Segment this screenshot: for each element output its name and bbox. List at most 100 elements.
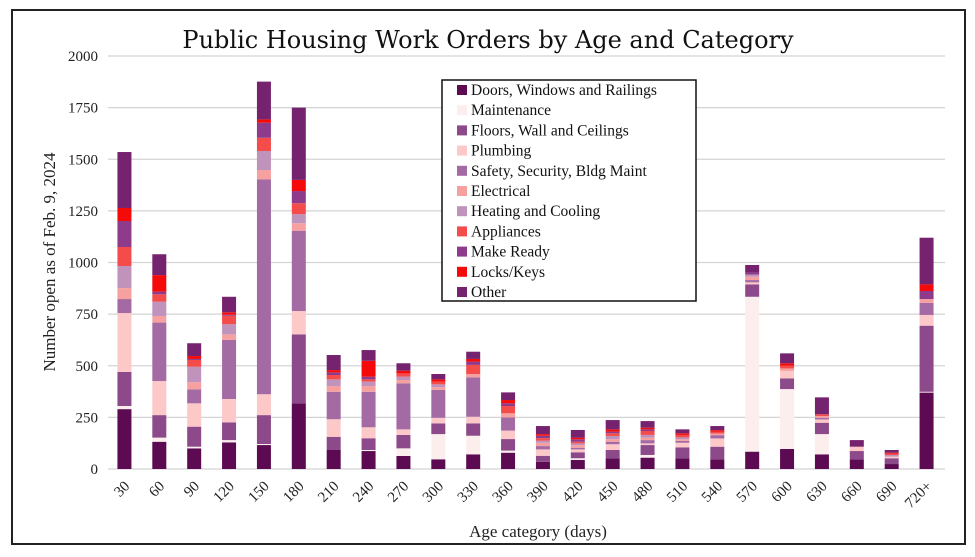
bar-segment	[675, 439, 690, 441]
bar-segment	[396, 383, 411, 430]
bar-segment	[222, 440, 237, 443]
bar-segment	[745, 451, 760, 469]
y-tick-label: 0	[91, 462, 99, 478]
bar-segment	[466, 423, 481, 436]
legend-swatch	[457, 145, 467, 156]
y-tick-label: 750	[76, 307, 99, 323]
legend-swatch	[457, 165, 467, 176]
bar-segment	[466, 435, 481, 455]
legend: Doors, Windows and Railings Maintenance Fl…	[441, 79, 697, 302]
bar-stack-570	[745, 264, 760, 469]
x-tick-label: 630	[804, 479, 831, 506]
bar-segment	[780, 353, 795, 364]
legend-box	[441, 79, 697, 302]
bar-segment	[849, 440, 864, 447]
bar-segment	[535, 455, 550, 462]
bar-segment	[710, 435, 725, 439]
bar-segment	[326, 436, 341, 451]
bar-segment	[117, 288, 132, 300]
bar-segment	[570, 429, 585, 438]
bar-segment	[919, 392, 934, 469]
bar-segment	[256, 169, 271, 180]
bar-segment	[222, 339, 237, 399]
bar-segment	[570, 447, 585, 450]
legend-swatch	[457, 85, 467, 95]
bar-segment	[501, 450, 516, 453]
bar-segment	[884, 450, 899, 453]
x-tick-label: 450	[594, 479, 621, 506]
bar-segment	[187, 403, 202, 427]
x-tick-label: 570	[734, 479, 761, 506]
bar-segment	[117, 220, 132, 248]
bar-segment	[675, 434, 690, 438]
bar-segment	[187, 366, 202, 383]
bar-segment	[187, 448, 202, 469]
bar-segment	[570, 449, 585, 453]
bar-segment	[326, 370, 341, 373]
bar-segment	[675, 433, 690, 435]
legend-label: Other	[471, 284, 507, 301]
bar-segment	[361, 381, 376, 386]
bar-segment	[117, 266, 132, 289]
bar-segment	[745, 272, 760, 275]
bar-segment	[535, 442, 550, 447]
bar-segment	[780, 370, 795, 379]
x-tick-label: 210	[315, 479, 342, 506]
bar-segment	[256, 122, 271, 138]
bar-stack-660	[849, 440, 864, 469]
bar-segment	[117, 313, 132, 372]
bar-segment	[884, 453, 899, 455]
legend-label: Floors, Wall and Ceilings	[471, 122, 629, 139]
bar-segment	[326, 379, 341, 386]
bar-stack-330	[466, 351, 481, 469]
bar-segment	[501, 400, 516, 404]
bar-segment	[605, 441, 620, 445]
bar-segment	[326, 375, 341, 380]
bar-segment	[605, 435, 620, 440]
bar-segment	[187, 382, 202, 390]
bar-segment	[152, 315, 167, 323]
bar-segment	[605, 439, 620, 442]
bar-segment	[187, 358, 202, 360]
bar-segment	[780, 368, 795, 371]
legend-label: Plumbing	[471, 143, 532, 160]
bar-stack-720+	[919, 237, 934, 469]
x-tick-label: 60	[146, 479, 168, 501]
x-tick-label: 300	[420, 479, 447, 506]
bar-segment	[117, 152, 132, 208]
bar-segment	[222, 315, 237, 325]
bar-segment	[640, 437, 655, 441]
bar-segment	[745, 296, 760, 452]
bar-segment	[780, 389, 795, 449]
bar-segment	[501, 406, 516, 414]
legend-swatch	[457, 105, 467, 116]
bar-segment	[466, 364, 481, 375]
bar-segment	[187, 356, 202, 359]
bar-segment	[710, 438, 725, 447]
bar-segment	[814, 419, 829, 423]
bar-segment	[570, 437, 585, 440]
bar-segment	[222, 398, 237, 423]
x-tick-label: 510	[664, 479, 691, 506]
bar-segment	[396, 373, 411, 377]
bar-segment	[396, 429, 411, 435]
bar-segment	[256, 137, 271, 151]
bar-segment	[152, 291, 167, 295]
bar-segment	[884, 452, 899, 454]
bar-segment	[919, 302, 934, 315]
bar-segment	[431, 434, 446, 460]
bar-segment	[256, 179, 271, 395]
bar-segment	[431, 387, 446, 390]
bar-segment	[466, 358, 481, 362]
legend-label: Heating and Cooling	[471, 203, 600, 220]
y-tick-label: 1250	[68, 204, 98, 220]
bar-segment	[745, 264, 760, 273]
bar-segment	[605, 429, 620, 432]
bar-segment	[849, 446, 864, 452]
bar-segment	[849, 451, 864, 460]
bar-segment	[640, 443, 655, 446]
bar-segment	[570, 452, 585, 459]
y-tick-label: 1750	[68, 101, 98, 117]
legend-swatch	[457, 226, 467, 237]
bar-segment	[535, 435, 550, 439]
